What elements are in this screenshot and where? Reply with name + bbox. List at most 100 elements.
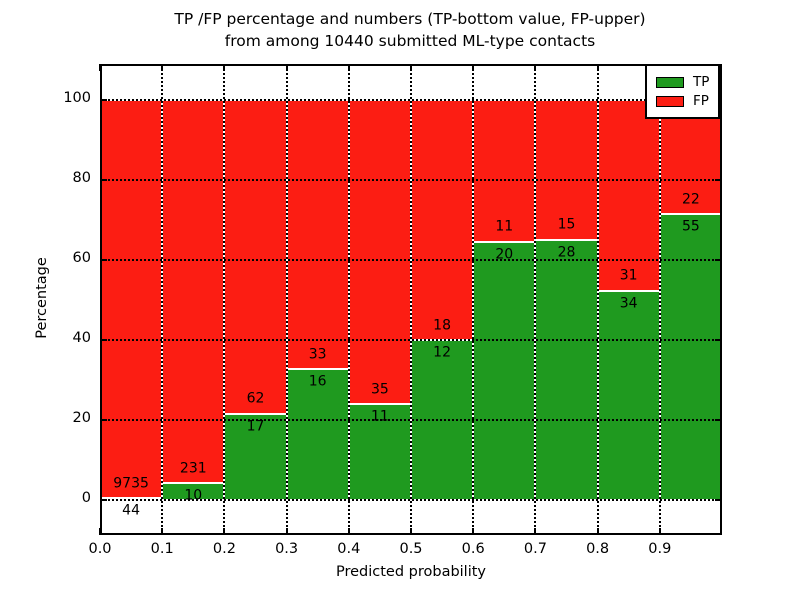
tp-count-label: 44 [122, 502, 141, 519]
x-tick-mark [534, 64, 537, 71]
x-tick-mark [596, 528, 599, 535]
fp-bar-segment [411, 100, 474, 340]
tp-count-label: 11 [370, 408, 389, 425]
x-tick-mark [161, 528, 164, 535]
fp-bar-segment [162, 100, 225, 484]
x-tick-label: 0.6 [461, 541, 485, 557]
tp-count-label: 20 [495, 246, 514, 263]
y-tick-mark [100, 179, 107, 181]
fp-count-label: 31 [619, 267, 638, 284]
x-tick-mark [472, 528, 475, 535]
x-tick-mark [658, 528, 661, 535]
legend-row-tp: TP [656, 75, 709, 89]
x-axis-label: Predicted probability [335, 564, 487, 580]
fp-bar-segment [473, 100, 536, 242]
x-tick-mark [347, 64, 350, 71]
plot-area: 9735 44 231 10 62 17 33 16 35 11 18 12 11 20 15 28 31 34 2… [99, 64, 722, 535]
gridline-vertical [658, 64, 661, 535]
tp-count-label: 12 [433, 344, 452, 361]
tp-count-label: 34 [619, 295, 638, 312]
tp-count-label: 28 [557, 244, 576, 261]
legend-label-tp: TP [693, 74, 710, 90]
gridline-vertical [472, 64, 475, 535]
y-tick-mark [715, 419, 722, 421]
x-tick-label: 0.2 [212, 541, 236, 557]
gridline-vertical [223, 64, 226, 535]
tp-bar-segment [597, 290, 660, 500]
chart-title-line-2: from among 10440 submitted ML-type conta… [224, 32, 596, 50]
legend: TP FP [645, 64, 721, 119]
x-tick-label: 0.5 [399, 541, 423, 557]
y-tick-mark [100, 339, 107, 341]
x-tick-mark [410, 64, 412, 71]
tp-count-label: 10 [184, 487, 203, 504]
fp-count-label: 15 [557, 216, 576, 233]
tp-count-label: 17 [246, 418, 265, 435]
fp-count-label: 62 [246, 390, 265, 407]
fp-bar-segment [100, 100, 163, 499]
y-tick-mark [100, 99, 107, 101]
legend-swatch-fp [656, 95, 684, 107]
gridline-vertical [410, 64, 412, 535]
y-tick-label: 100 [63, 90, 91, 106]
x-tick-mark [410, 528, 412, 535]
gridline-vertical [347, 64, 350, 535]
x-tick-mark [223, 528, 226, 535]
y-tick-label: 0 [81, 490, 91, 506]
legend-swatch-tp [656, 76, 684, 88]
x-tick-label: 0.9 [648, 541, 672, 557]
gridline-vertical [534, 64, 537, 535]
legend-row-fp: FP [656, 94, 709, 108]
fp-count-label: 22 [681, 191, 700, 208]
gridline-vertical [596, 64, 599, 535]
x-tick-mark [223, 64, 226, 71]
y-tick-label: 40 [72, 330, 91, 346]
fp-count-label: 9735 [113, 475, 149, 492]
fp-count-label: 18 [433, 317, 452, 333]
x-tick-mark [347, 528, 350, 535]
y-tick-label: 80 [72, 170, 91, 186]
x-tick-label: 0.4 [337, 541, 361, 557]
fp-bar-segment [286, 100, 349, 370]
x-tick-label: 0.0 [88, 541, 112, 557]
gridline-vertical [161, 64, 164, 535]
y-tick-mark [715, 259, 722, 261]
y-tick-mark [100, 499, 107, 501]
fp-bar-segment [659, 100, 722, 215]
y-tick-mark [715, 499, 722, 501]
x-tick-mark [472, 64, 475, 71]
x-tick-mark [285, 528, 288, 535]
y-tick-mark [100, 259, 107, 261]
fp-bar-segment [224, 100, 287, 414]
tp-bar-segment [473, 241, 536, 500]
tp-bar-segment [535, 239, 598, 500]
tp-count-label: 16 [308, 373, 327, 390]
x-tick-label: 0.1 [150, 541, 174, 557]
tp-bar-segment [659, 214, 722, 500]
x-tick-mark [99, 64, 101, 71]
legend-label-fp: FP [693, 93, 709, 109]
x-tick-mark [99, 528, 101, 535]
x-tick-mark [596, 64, 599, 71]
chart-title-line-1: TP /FP percentage and numbers (TP-bottom… [174, 10, 646, 28]
gridline-vertical [285, 64, 288, 535]
y-tick-mark [715, 179, 722, 181]
y-axis-label: Percentage [34, 257, 50, 339]
fp-count-label: 35 [370, 381, 389, 398]
tp-count-label: 55 [681, 218, 700, 235]
fp-bar-segment [597, 100, 660, 291]
fp-bar-segment [348, 100, 411, 405]
x-tick-mark [534, 528, 537, 535]
chart-title: TP /FP percentage and numbers (TP-bottom… [90, 8, 730, 52]
fp-count-label: 11 [495, 218, 514, 235]
y-tick-mark [100, 419, 107, 421]
x-tick-label: 0.7 [523, 541, 547, 557]
x-tick-mark [285, 64, 288, 71]
y-tick-mark [715, 339, 722, 341]
x-tick-label: 0.3 [275, 541, 299, 557]
x-tick-label: 0.8 [586, 541, 610, 557]
fp-count-label: 231 [179, 460, 207, 477]
y-tick-label: 20 [72, 410, 91, 426]
x-tick-mark [161, 64, 164, 71]
